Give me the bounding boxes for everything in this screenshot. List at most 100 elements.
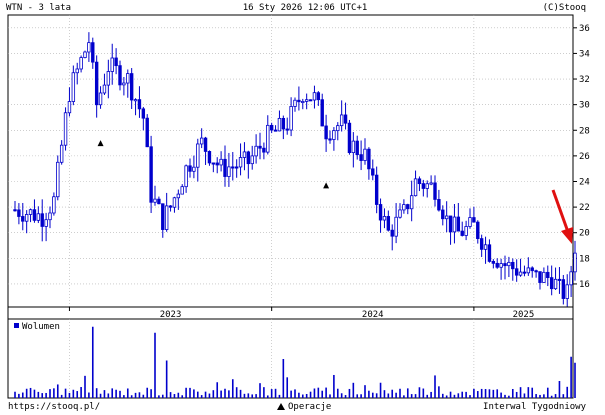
volume-bar [161, 394, 164, 398]
candle-body [390, 229, 394, 237]
volume-bar [193, 389, 195, 398]
candle-body [231, 166, 235, 169]
volume-bar [348, 388, 351, 398]
candle-body [479, 238, 484, 250]
candle-body [444, 215, 449, 220]
volume-bar [169, 392, 172, 398]
candle-body [102, 84, 107, 94]
volume-bar [321, 390, 324, 398]
candle-body [59, 144, 64, 163]
volume-bar [554, 394, 557, 398]
volume-bar [154, 332, 156, 398]
volume-bar [99, 393, 102, 398]
candle-body [456, 216, 461, 232]
volume-bar [449, 391, 452, 398]
volume-bar [535, 394, 537, 398]
footer-interval: Interwal Tygodniowy [483, 402, 587, 412]
candle-body [110, 57, 114, 72]
footer-url[interactable]: https://stooq.pl/ [8, 402, 100, 412]
candle-body [460, 230, 464, 236]
volume-bar [336, 388, 339, 398]
candle-body [320, 99, 324, 127]
candle-body [409, 195, 414, 210]
operations-legend-icon [277, 403, 285, 410]
candle-body [301, 101, 305, 104]
volume-bar [546, 387, 549, 398]
candle-body [17, 209, 21, 217]
volume-bar [422, 388, 425, 398]
candle-body [262, 147, 266, 153]
volume-bar [461, 391, 464, 398]
volume-bar [266, 395, 269, 398]
volume-bar [480, 388, 483, 398]
candle-body [250, 155, 254, 165]
volume-bar [231, 379, 234, 398]
candle-body [56, 161, 60, 198]
volume-bar [49, 389, 51, 398]
volume-bar [399, 388, 401, 398]
candle-body [94, 61, 99, 106]
volume-bar [473, 388, 475, 398]
volume-bar [72, 389, 75, 398]
candle-body [87, 42, 91, 53]
candle-body [359, 154, 363, 161]
volume-bar [286, 377, 289, 398]
candle-body [48, 212, 52, 221]
volume-bar [60, 394, 63, 398]
candle-body [495, 262, 499, 268]
candle-body [114, 57, 118, 67]
candle-body [126, 73, 130, 84]
candle-body [569, 271, 573, 286]
candle-body [406, 204, 410, 210]
volume-bar [208, 393, 211, 398]
candle-body [168, 205, 173, 208]
chart-datetime: 16 Sty 2026 12:06 UTC+1 [243, 3, 368, 13]
volume-bar [438, 386, 440, 398]
volume-bar [364, 385, 366, 398]
volume-bar [126, 388, 129, 398]
volume-bar [403, 395, 405, 398]
volume-bar [255, 394, 257, 398]
candle-body [561, 279, 566, 299]
volume-bar [550, 395, 553, 398]
volume-bar [247, 393, 250, 398]
volume-bar [301, 394, 304, 398]
x-axis-strip [7, 306, 574, 320]
candle-body [304, 99, 309, 102]
candle-body [161, 203, 165, 230]
volume-bar [53, 388, 55, 398]
volume-bar [465, 391, 467, 398]
volume-bar [243, 393, 246, 398]
candle-body [526, 267, 531, 274]
y-tick-label: 34 [579, 49, 590, 59]
volume-bar [340, 393, 343, 398]
candle-body [79, 57, 83, 70]
volume-bar [146, 387, 149, 398]
volume-bar [360, 394, 362, 398]
candle-body [312, 92, 317, 101]
volume-bar [391, 389, 394, 398]
candle-body [67, 101, 72, 114]
y-tick-label: 36 [579, 24, 590, 34]
candle-body [269, 124, 274, 131]
candle-body [518, 271, 523, 276]
volume-bar [173, 394, 176, 398]
candle-body [106, 71, 111, 86]
candle-body [351, 140, 356, 154]
operation-markers [97, 140, 330, 189]
candle-body [491, 260, 496, 264]
volume-bar [41, 393, 44, 398]
volume-legend-swatch [14, 323, 19, 328]
candle-body [293, 99, 297, 107]
volume-bar [95, 388, 98, 398]
volume-bar [88, 392, 90, 398]
volume-bar [488, 389, 491, 398]
volume-bar [259, 383, 261, 398]
candle-body [91, 42, 95, 63]
volume-grid [69, 319, 475, 398]
candle-body [565, 284, 569, 299]
volume-bar [103, 390, 106, 398]
candle-body [133, 99, 138, 102]
candle-body [164, 205, 169, 230]
volume-bar [212, 390, 215, 398]
